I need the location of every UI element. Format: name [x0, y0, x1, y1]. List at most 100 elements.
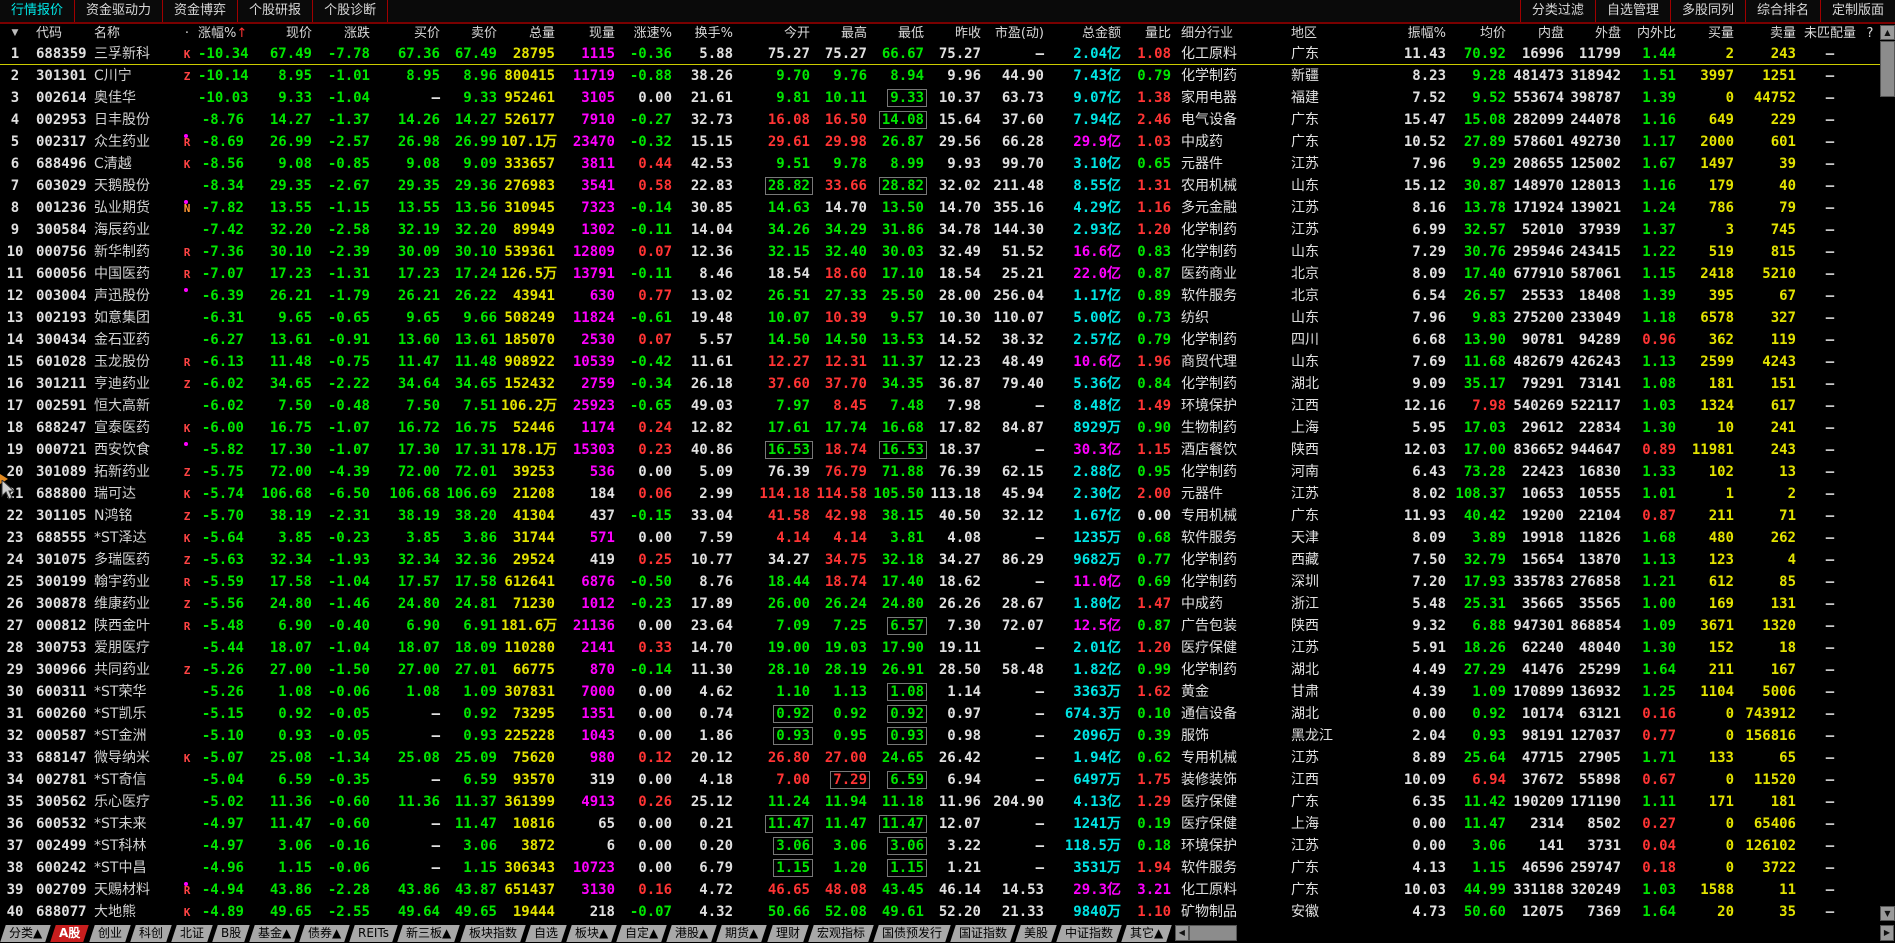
table-row[interactable]: 36 600532 *ST未来 -4.97 11.47 -0.60–11.47 10816 6…: [0, 813, 1880, 835]
market-tab-其它[interactable]: 其它▲: [1120, 924, 1172, 942]
vertical-scrollbar[interactable]: ▲ ▼: [1880, 25, 1895, 921]
scroll-up-icon[interactable]: ▲: [1880, 25, 1895, 40]
column-header-cur[interactable]: 现量: [588, 26, 615, 41]
menu-item-多股同列[interactable]: 多股同列: [1669, 0, 1745, 22]
table-row[interactable]: 11 600056 中国医药 R -7.07 17.23 -1.31 17.23 17.24 12…: [0, 263, 1880, 285]
table-row[interactable]: 6 688496 C清越 K -8.56 9.08 -0.85 9.08 9.09 333657 3…: [0, 153, 1880, 175]
scroll-down-icon[interactable]: ▼: [1880, 906, 1895, 921]
column-header-pe[interactable]: 市盈(动): [994, 26, 1044, 41]
table-row[interactable]: 22 301105 N鸿铭 Z -5.70 38.19 -2.31 38.19 38.20 413…: [0, 505, 1880, 527]
column-header-open[interactable]: 今开: [783, 26, 810, 41]
market-tab-分类[interactable]: 分类▲: [0, 924, 51, 942]
market-tab-期货[interactable]: 期货▲: [716, 924, 768, 942]
column-header-name[interactable]: 名称: [94, 26, 121, 41]
table-row[interactable]: 32 000587 *ST金洲 -5.10 0.93 -0.05 – 0.93 225228 10…: [0, 725, 1880, 747]
menu-item-定制版面[interactable]: 定制版面: [1819, 0, 1895, 22]
column-header-price[interactable]: 现价: [285, 26, 312, 41]
column-header-prev[interactable]: 昨收: [954, 26, 981, 41]
horizontal-scroll-thumb[interactable]: [1188, 925, 1237, 941]
market-tab-债券[interactable]: 债券▲: [299, 924, 351, 942]
column-header-outer[interactable]: 外盘: [1594, 26, 1621, 41]
table-row[interactable]: 15 601028 玉龙股份 R -6.13 11.48 -0.75 11.47 11.48 90…: [0, 351, 1880, 373]
table-row[interactable]: 3 002614 奥佳华 -10.03 9.33 -1.04 – 9.33 952461 3105…: [0, 87, 1880, 109]
column-header-turn[interactable]: 换手%: [694, 26, 733, 41]
table-row[interactable]: 7 603029 天鹅股份 -8.34 29.35 -2.67 29.35 29.36 2769…: [0, 175, 1880, 197]
market-tab-理财[interactable]: 理财: [766, 924, 809, 942]
table-row[interactable]: 40 688077 大地熊 K -4.89 49.65 -2.55 49.64 49.65 194…: [0, 901, 1880, 923]
table-row[interactable]: 12 003004 声迅股份 -6.39 26.21 -1.79 26.21 26.22 439…: [0, 285, 1880, 307]
market-tab-自定[interactable]: 自定▲: [616, 924, 667, 942]
column-header-industry[interactable]: 细分行业: [1181, 26, 1234, 41]
column-header-svol[interactable]: 卖量: [1769, 26, 1796, 41]
market-tab-A股[interactable]: A股: [50, 924, 90, 942]
market-tab-港股[interactable]: 港股▲: [666, 924, 718, 942]
column-header-vol[interactable]: 总量: [528, 26, 555, 41]
market-tab-宏观指标[interactable]: 宏观指标: [807, 924, 874, 942]
table-row[interactable]: 34 002781 *ST奇信 -5.04 6.59 -0.35 – 6.59 93570 319…: [0, 769, 1880, 791]
menu-item-综合排名[interactable]: 综合排名: [1744, 0, 1820, 22]
column-header-code[interactable]: 代码: [36, 26, 63, 41]
table-row[interactable]: 29 300966 共同药业 Z -5.26 27.00 -1.50 27.00 27.01 66…: [0, 659, 1880, 681]
table-row[interactable]: 26 300878 维康药业 Z -5.56 24.80 -1.46 24.80 24.81 71…: [0, 593, 1880, 615]
market-tab-北证[interactable]: 北证: [170, 924, 213, 942]
menu-item-资金博弈[interactable]: 资金博弈: [163, 0, 239, 22]
column-header-tag[interactable]: ·: [184, 26, 190, 41]
market-tab-基金[interactable]: 基金▲: [249, 924, 300, 942]
market-tab-国证指数[interactable]: 国证指数: [949, 924, 1016, 942]
menu-item-个股研报[interactable]: 个股研报: [238, 0, 314, 22]
table-row[interactable]: 37 002499 *ST科林 -4.97 3.06 -0.16 – 3.06 3872 6 0.0…: [0, 835, 1880, 857]
table-row[interactable]: 8 001236 弘业期货 N -7.82 13.55 -1.15 13.55 13.56 310…: [0, 197, 1880, 219]
table-row[interactable]: 27 000812 陕西金叶 R -5.48 6.90 -0.40 6.90 6.91 181.6…: [0, 615, 1880, 637]
market-tab-板块[interactable]: 板块▲: [565, 924, 617, 942]
column-header-io[interactable]: 内外比: [1636, 26, 1676, 41]
menu-item-个股诊断[interactable]: 个股诊断: [313, 0, 389, 22]
table-row[interactable]: 31 600260 *ST凯乐 -5.15 0.92 -0.05 – 0.92 73295 135…: [0, 703, 1880, 725]
menu-item-行情报价[interactable]: 行情报价: [0, 0, 76, 22]
table-row[interactable]: 9 300584 海辰药业 -7.42 32.20 -2.58 32.19 32.20 8994…: [0, 219, 1880, 241]
table-row[interactable]: 18 688247 宣泰医药 K -6.00 16.75 -1.07 16.72 16.75 52…: [0, 417, 1880, 439]
market-tab-B股[interactable]: B股: [211, 924, 250, 942]
column-header-bvol[interactable]: 买量: [1707, 26, 1734, 41]
column-header-num[interactable]: ▼: [11, 28, 19, 38]
table-row[interactable]: 2 1 688800 瑞可达 K -5.74 106.68 -6.50 106.68 106.69…: [0, 483, 1880, 505]
column-header-help[interactable]: ?: [1866, 26, 1874, 41]
menu-item-分类过滤[interactable]: 分类过滤: [1519, 0, 1595, 22]
market-tab-中证指数[interactable]: 中证指数: [1055, 924, 1122, 942]
market-tab-美股[interactable]: 美股: [1014, 924, 1057, 942]
table-row[interactable]: 28 300753 爱朋医疗 -5.44 18.07 -1.04 18.07 18.09 110…: [0, 637, 1880, 659]
column-header-unmatched[interactable]: 未匹配量: [1803, 26, 1856, 41]
column-header-region[interactable]: 地区: [1291, 26, 1318, 41]
column-header-lb[interactable]: 量比: [1144, 26, 1171, 41]
market-tab-自选[interactable]: 自选: [524, 924, 567, 942]
table-row[interactable]: 19 000721 西安饮食 -5.82 17.30 -1.07 17.30 17.31 178…: [0, 439, 1880, 461]
table-row[interactable]: 25 300199 翰宇药业 R -5.59 17.58 -1.04 17.57 17.58 61…: [0, 571, 1880, 593]
column-header-buy[interactable]: 买价: [413, 26, 440, 41]
scroll-right-icon[interactable]: ▶: [1880, 925, 1894, 941]
market-tab-新三板[interactable]: 新三板▲: [397, 924, 461, 942]
table-row[interactable]: 14 300434 金石亚药 -6.27 13.61 -0.91 13.60 13.61 185…: [0, 329, 1880, 351]
vertical-scroll-thumb[interactable]: [1880, 41, 1895, 97]
column-header-chg[interactable]: 涨跌: [343, 26, 370, 41]
menu-item-自选管理[interactable]: 自选管理: [1594, 0, 1670, 22]
table-row[interactable]: 23 688555 *ST泽达 K -5.64 3.85 -0.23 3.85 3.86 3174…: [0, 527, 1880, 549]
column-header-pct[interactable]: 涨幅%↑: [198, 26, 248, 41]
column-header-speed[interactable]: 涨速%: [633, 26, 672, 41]
scroll-left-icon[interactable]: ◀: [1174, 925, 1189, 941]
table-row[interactable]: 13 002193 如意集团 -6.31 9.65 -0.65 9.65 9.66 508249…: [0, 307, 1880, 329]
table-row[interactable]: 17 002591 恒大高新 -6.02 7.50 -0.48 7.50 7.51 106.2万…: [0, 395, 1880, 417]
column-header-inner[interactable]: 内盘: [1537, 26, 1564, 41]
table-row[interactable]: 10 000756 新华制药 R -7.36 30.10 -2.39 30.09 30.10 53…: [0, 241, 1880, 263]
table-row[interactable]: 5 002317 众生药业 R -8.69 26.99 -2.57 26.98 26.99 107…: [0, 131, 1880, 153]
table-row[interactable]: 20 301089 拓新药业 Z -5.75 72.00 -4.39 72.00 72.01 39…: [0, 461, 1880, 483]
table-row[interactable]: 35 300562 乐心医疗 -5.02 11.36 -0.60 11.36 11.37 361…: [0, 791, 1880, 813]
table-row[interactable]: 38 600242 *ST中昌 -4.96 1.15 -0.06 – 1.15 306343 10…: [0, 857, 1880, 879]
table-row[interactable]: 39 002709 天赐材料 R -4.94 43.86 -2.28 43.86 43.87 65…: [0, 879, 1880, 901]
table-row[interactable]: 33 688147 微导纳米 K -5.07 25.08 -1.34 25.08 25.09 75…: [0, 747, 1880, 769]
menu-item-资金驱动力[interactable]: 资金驱动力: [75, 0, 164, 22]
column-header-high[interactable]: 最高: [840, 26, 867, 41]
table-row[interactable]: 2 301301 C川宁 Z -10.14 8.95 -1.01 8.95 8.96 800415…: [0, 65, 1880, 87]
market-tab-国债预发行[interactable]: 国债预发行: [872, 924, 951, 942]
market-tab-板块指数[interactable]: 板块指数: [459, 924, 526, 942]
market-tab-科创[interactable]: 科创: [129, 924, 172, 942]
column-header-amount[interactable]: 总金额: [1081, 26, 1121, 41]
